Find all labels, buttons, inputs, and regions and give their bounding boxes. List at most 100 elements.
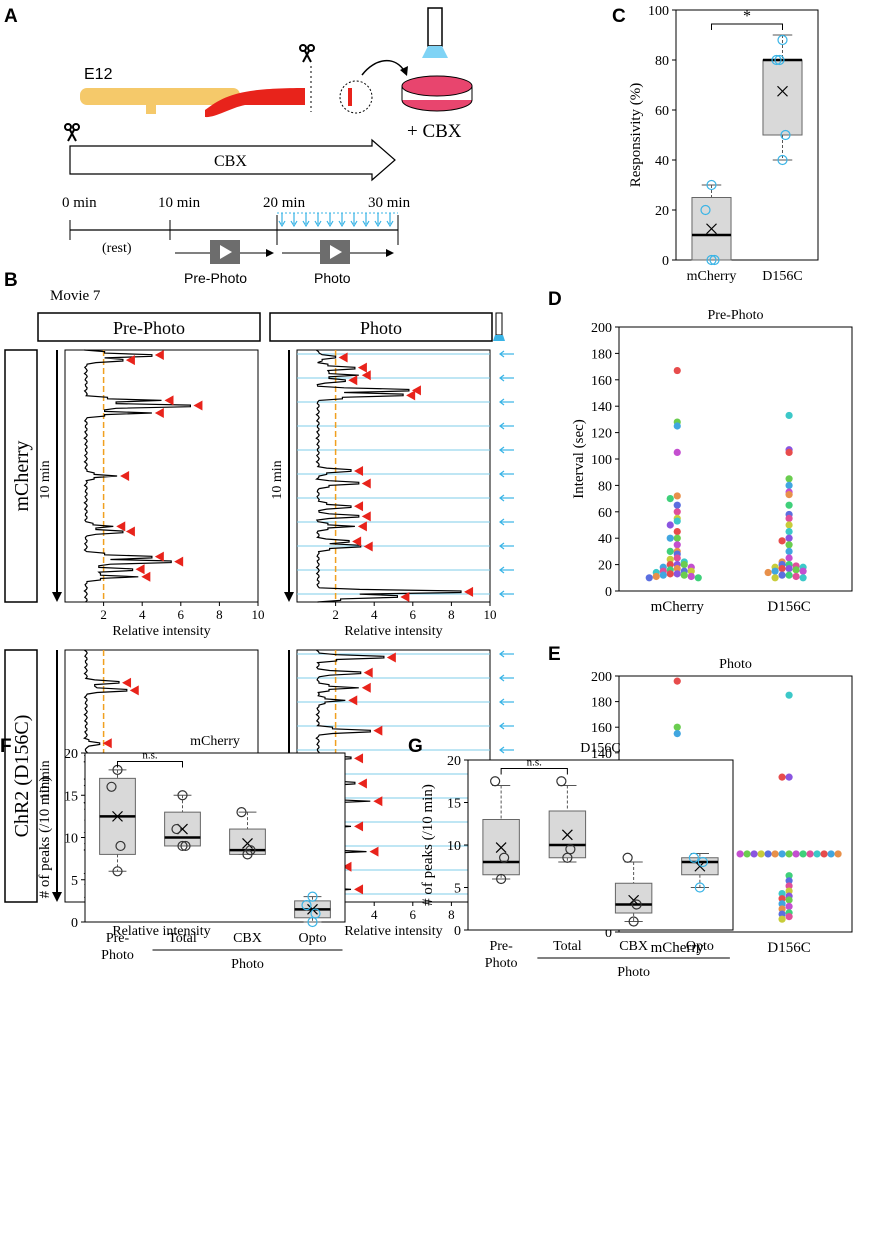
cbx-arrow — [69, 138, 396, 182]
x-tick-label: Pre- — [106, 931, 130, 946]
x-axis-label: Relative intensity — [112, 924, 210, 939]
peak-marker — [174, 556, 184, 567]
data-point — [673, 508, 681, 516]
data-point — [792, 572, 800, 581]
data-point — [245, 845, 256, 856]
y-axis-label: Interval (sec) — [571, 419, 587, 499]
data-point — [785, 850, 793, 858]
light-pulse-arrowhead — [499, 650, 505, 658]
header-photo — [269, 312, 493, 342]
data-point — [666, 555, 674, 563]
peak-marker — [411, 385, 421, 396]
embryo-stage-label: E12 — [84, 66, 113, 83]
data-point — [757, 850, 765, 858]
data-point — [785, 902, 793, 911]
y-tick-label: 40 — [655, 154, 669, 169]
y-axis-label: # of peaks (/10 min) — [420, 784, 436, 906]
y-tick-label: 200 — [591, 670, 612, 685]
data-point — [780, 129, 791, 141]
data-point — [673, 517, 681, 525]
light-pulse-arrowhead — [499, 566, 505, 574]
x-tick-label: 10 — [252, 607, 265, 622]
header-prephoto-text: Pre-Photo — [113, 318, 185, 338]
intensity-trace — [83, 349, 191, 603]
cbx-arrow-label: CBX — [214, 153, 247, 170]
peak-marker — [354, 465, 364, 476]
peak-marker — [164, 395, 174, 406]
photo-span-arrowhead — [386, 249, 394, 257]
y-tick-label: 100 — [591, 453, 612, 468]
panel-label: G — [408, 736, 423, 757]
time-label: 10 min — [38, 460, 53, 499]
data-point — [171, 823, 182, 835]
x-tick-label: 8 — [448, 607, 455, 622]
data-point — [694, 574, 702, 582]
y-tick-label: 10 — [64, 832, 78, 847]
data-point — [673, 534, 681, 542]
data-point — [673, 448, 681, 456]
data-point — [785, 411, 793, 420]
panel-label: C — [612, 6, 626, 27]
row-mcherry-text: mCherry — [11, 440, 33, 511]
peak-marker — [102, 738, 112, 749]
peak-marker — [357, 778, 367, 789]
data-point — [778, 915, 786, 923]
significance-bracket — [500, 768, 568, 775]
data-point — [106, 781, 117, 792]
x-tick-label: 2 — [332, 607, 339, 622]
data-point — [499, 852, 510, 863]
data-point — [673, 730, 681, 738]
y-tick-label: 80 — [655, 54, 669, 69]
data-point — [785, 481, 793, 489]
y-tick-label: 20 — [655, 204, 669, 219]
data-point — [785, 534, 793, 542]
peak-marker — [354, 821, 364, 832]
data-point — [827, 850, 835, 858]
data-point — [673, 528, 681, 536]
data-point — [785, 491, 793, 499]
box — [762, 59, 803, 136]
photo-label: Photo — [314, 270, 351, 286]
mean-marker — [495, 842, 507, 853]
chart-title: D156C — [580, 741, 620, 756]
data-point — [666, 534, 674, 542]
y-tick-label: 160 — [591, 721, 612, 736]
data-point — [680, 561, 688, 569]
data-point — [785, 877, 793, 885]
peak-marker — [361, 370, 371, 381]
data-point — [785, 564, 793, 573]
data-point — [834, 850, 842, 858]
y-tick-label: 20 — [447, 754, 461, 769]
scissors-icon — [299, 44, 315, 63]
y-tick-label: 80 — [598, 479, 612, 494]
data-point — [813, 850, 821, 858]
light-arrow-head — [290, 220, 298, 228]
x-tick-label: Photo — [485, 956, 518, 971]
data-point — [688, 852, 699, 863]
data-point — [177, 840, 188, 852]
data-point — [673, 541, 681, 549]
data-point — [115, 840, 126, 852]
peak-marker — [400, 591, 410, 602]
group-label: Photo — [231, 957, 264, 972]
data-point — [771, 54, 782, 66]
data-point — [778, 537, 786, 545]
light-pulse-arrowhead — [499, 446, 505, 454]
peak-marker — [369, 846, 379, 857]
peak-marker — [135, 564, 145, 575]
x-tick-label: D156C — [767, 599, 810, 615]
slice-red-part — [348, 88, 352, 106]
x-tick-label: D156C — [767, 940, 810, 956]
peak-marker — [352, 536, 362, 547]
chart-title: Photo — [719, 657, 752, 672]
data-point — [806, 850, 814, 858]
light-pulse-arrowhead — [499, 746, 505, 754]
spinal-cord-shape — [80, 88, 240, 105]
data-point — [785, 547, 793, 556]
y-axis-label: # of peaks (/10 min) — [37, 777, 53, 899]
data-point — [778, 773, 786, 781]
data-point — [771, 574, 779, 582]
mean-marker — [694, 860, 706, 872]
drug-label: + CBX — [407, 121, 462, 142]
y-tick-label: 15 — [447, 797, 461, 812]
